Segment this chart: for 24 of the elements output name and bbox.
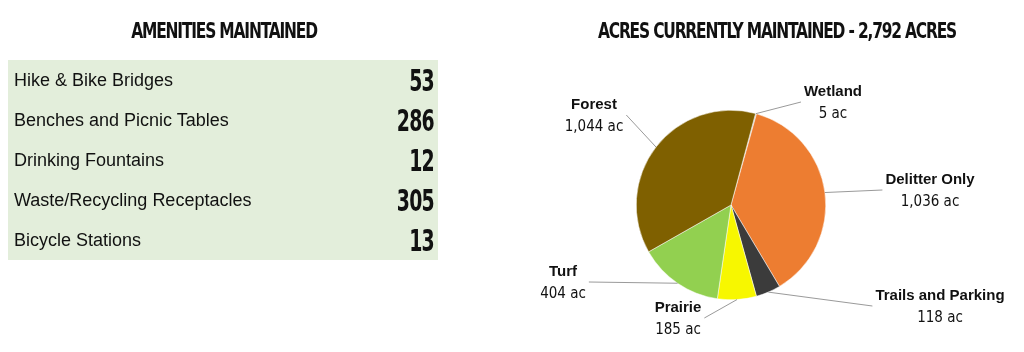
category-label: Waste/Recycling Receptacles [13, 188, 253, 212]
data-label: 305 [395, 181, 435, 220]
slice-label: Forest [571, 95, 617, 113]
data-label: 185 ac [655, 319, 701, 338]
slice-label: Trails and Parking [875, 286, 1005, 304]
slice-label: Delitter Only [885, 170, 976, 188]
slice-label: Turf [548, 262, 579, 280]
data-label: 1,036 ac [900, 191, 960, 210]
category-label: Bicycle Stations [13, 228, 143, 252]
slice-label: Wetland [803, 82, 863, 100]
data-label: 53 [407, 61, 435, 100]
data-label: 118 ac [917, 307, 963, 326]
data-label: 12 [407, 141, 435, 180]
data-label: 286 [395, 101, 435, 140]
data-label: 5 ac [818, 103, 848, 122]
category-label: Benches and Picnic Tables [13, 108, 230, 132]
data-label: 1,044 ac [564, 116, 624, 135]
slice-label: Prairie [654, 298, 702, 316]
data-label: 13 [407, 221, 435, 260]
text: AMENITIES MAINTAINED [130, 18, 319, 43]
category-label: Drinking Fountains [13, 148, 166, 172]
data-label: 404 ac [540, 283, 586, 302]
category-label: Hike & Bike Bridges [13, 68, 175, 92]
chart-title: ACRES CURRENTLY MAINTAINED - 2,792 ACRES [596, 18, 958, 43]
